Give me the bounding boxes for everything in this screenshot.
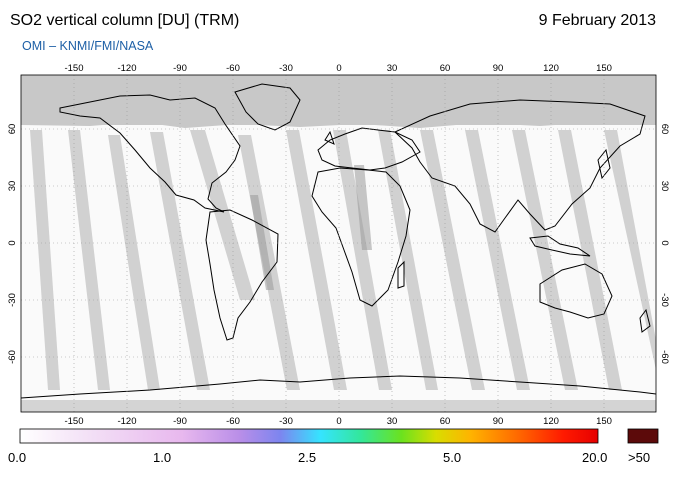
lon-label: 150 <box>596 416 612 427</box>
lat-label: 60 <box>7 124 18 135</box>
colorbar-label: 0.0 <box>8 450 27 465</box>
lon-labels-top: -150 -120 -90 -60 -30 0 30 60 90 120 150 <box>64 63 611 74</box>
lon-label: 120 <box>543 63 559 74</box>
lon-label: 0 <box>336 416 341 427</box>
map-date: 9 February 2013 <box>538 12 656 29</box>
lon-label: -30 <box>279 63 293 74</box>
lon-label: -60 <box>226 416 240 427</box>
lon-label: -150 <box>64 416 83 427</box>
australia-coast <box>539 263 613 319</box>
lat-labels-right: 60 30 0 -30 -60 <box>659 124 670 364</box>
swath-gaps-dark <box>250 165 372 290</box>
lon-label: -150 <box>64 63 83 74</box>
lon-label: 120 <box>543 416 559 427</box>
north-america-coast <box>59 94 241 213</box>
japan-coast <box>597 148 611 180</box>
colorbar-overflow-swatch <box>627 428 659 444</box>
lat-label: 30 <box>7 181 18 192</box>
asia-coast <box>394 99 646 233</box>
lat-label: 0 <box>659 240 670 245</box>
lon-label: 60 <box>440 416 451 427</box>
colorbar-label: 2.5 <box>298 450 317 465</box>
graticule <box>21 75 656 412</box>
uk-coast <box>324 130 335 145</box>
map-title: SO2 vertical column [DU] (TRM) <box>10 12 240 29</box>
lat-label: -60 <box>7 350 18 364</box>
lon-label: 30 <box>387 416 398 427</box>
colorbar-label: 5.0 <box>443 450 462 465</box>
lat-label: -30 <box>7 293 18 307</box>
lon-label: -90 <box>173 63 187 74</box>
lat-label: -60 <box>659 350 670 364</box>
africa-coast <box>311 167 411 307</box>
lon-label: -30 <box>279 416 293 427</box>
colorbar-label: 1.0 <box>153 450 172 465</box>
lat-label: -30 <box>659 293 670 307</box>
colorbar <box>19 428 599 444</box>
lon-label: -120 <box>117 63 136 74</box>
map-source: OMI – KNMI/FMI/NASA <box>22 39 154 53</box>
new-zealand-coast <box>639 308 651 333</box>
lat-label: 0 <box>7 240 18 245</box>
lat-label: 60 <box>659 124 670 135</box>
lon-label: 150 <box>596 63 612 74</box>
south-polar-no-data <box>21 400 656 412</box>
lon-label: 90 <box>493 416 504 427</box>
antarctica-coast <box>21 375 656 399</box>
map-content <box>21 75 656 412</box>
coastlines <box>21 83 656 399</box>
madagascar-coast <box>397 260 405 289</box>
lon-label: 60 <box>440 63 451 74</box>
lat-labels-left: 60 30 0 -30 -60 <box>7 124 18 364</box>
south-america-coast <box>205 209 279 341</box>
lon-labels-bottom: -150 -120 -90 -60 -30 0 30 60 90 120 150 <box>64 416 611 427</box>
indonesia-coast <box>529 235 591 257</box>
lon-label: -90 <box>173 416 187 427</box>
lon-label: 90 <box>493 63 504 74</box>
europe-coast <box>317 127 421 171</box>
lat-label: 30 <box>659 181 670 192</box>
map-frame <box>20 74 657 413</box>
swath-gaps <box>30 130 656 390</box>
colorbar-label: 20.0 <box>582 450 608 465</box>
lon-label: -120 <box>117 416 136 427</box>
greenland-coast <box>234 83 301 131</box>
lon-label: 0 <box>336 63 341 74</box>
colorbar-overflow-label: >50 <box>628 450 651 465</box>
lon-label: 30 <box>387 63 398 74</box>
lon-label: -60 <box>226 63 240 74</box>
